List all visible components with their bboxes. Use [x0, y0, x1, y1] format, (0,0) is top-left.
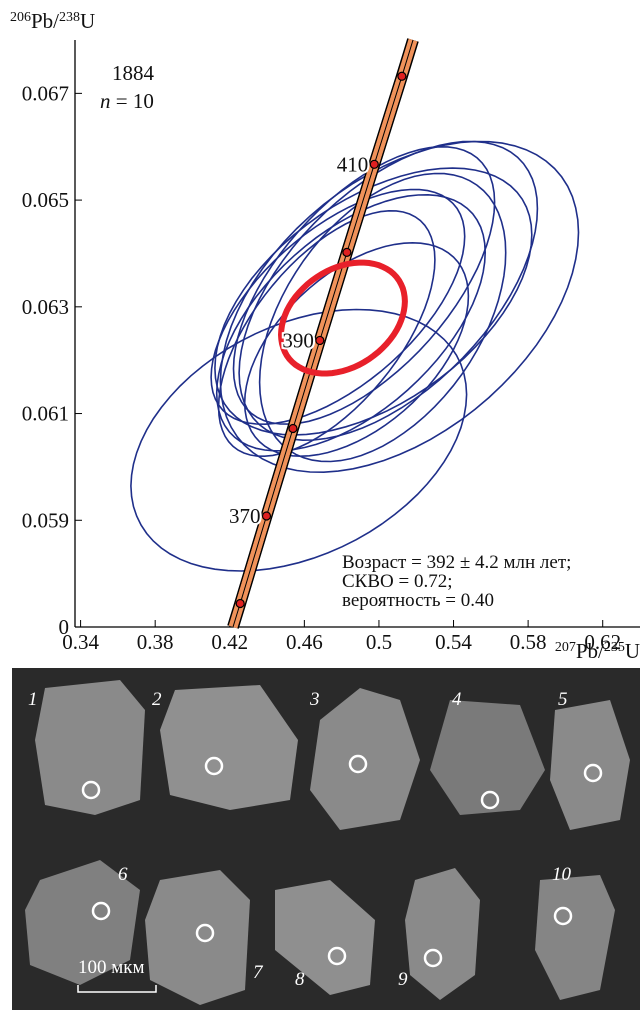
age-label: 390: [282, 328, 314, 352]
x-tick-label: 0.54: [435, 630, 472, 654]
age-marker: [236, 600, 244, 608]
age-label: 370: [229, 504, 261, 528]
grain-label: 9: [398, 969, 408, 990]
age-label: 410: [337, 152, 369, 176]
age-marker: [370, 160, 378, 168]
sample-label: 1884: [112, 61, 155, 85]
error-ellipse: [215, 168, 532, 435]
x-tick-label: 0.38: [137, 630, 174, 654]
n-label: n = 10: [100, 89, 154, 113]
label-part: Pb/: [576, 639, 604, 663]
grain-label: 1: [28, 689, 38, 710]
age-marker: [289, 424, 297, 432]
grain-label: 6: [118, 864, 128, 885]
y-axis-label: 206Pb/238U: [10, 9, 95, 33]
grain-label: 2: [152, 689, 162, 710]
label-part: U: [625, 639, 640, 663]
grain-label: 8: [295, 969, 305, 990]
grain-label: 7: [253, 962, 264, 983]
label-part: 207: [555, 640, 576, 655]
y-tick-label: 0.061: [22, 402, 69, 426]
y-tick-label: 0.063: [22, 295, 69, 319]
grain-label: 4: [452, 689, 462, 710]
age-marker: [263, 512, 271, 520]
x-tick-label: 0.5: [366, 630, 392, 654]
result-text: вероятность = 0.40: [342, 590, 494, 611]
grain: [35, 680, 145, 815]
result-text: Возраст = 392 ± 4.2 млн лет;: [342, 552, 571, 573]
age-marker: [316, 336, 324, 344]
label-part: 206: [10, 10, 31, 25]
y-tick-label: 0.065: [22, 188, 69, 212]
grain-label: 10: [552, 864, 572, 885]
label-part: 235: [604, 640, 625, 655]
x-axis-label: 207Pb/235U: [555, 639, 640, 663]
x-tick-label: 0.46: [286, 630, 323, 654]
grain-label: 3: [309, 689, 320, 710]
label-part: 238: [59, 10, 80, 25]
y-tick-label: 0.059: [22, 508, 69, 532]
age-marker: [398, 72, 406, 80]
cl-image: 1 2 3 4 5 6 7 8 9 10 100 мкм: [12, 668, 640, 1010]
n-part: n: [100, 89, 111, 113]
scale-bar-label: 100 мкм: [78, 957, 145, 978]
figure: 00.0590.0610.0630.0650.0670.340.380.420.…: [0, 0, 642, 1010]
x-tick-label: 0.42: [211, 630, 248, 654]
label-part: Pb/: [31, 9, 59, 33]
y-tick-label: 0.067: [22, 81, 69, 105]
grain-label: 5: [558, 689, 568, 710]
x-tick-label: 0.34: [62, 630, 99, 654]
age-marker: [343, 248, 351, 256]
n-part: = 10: [116, 89, 154, 113]
x-tick-label: 0.58: [510, 630, 547, 654]
label-part: U: [80, 9, 95, 33]
result-text: СКВО = 0.72;: [342, 571, 452, 592]
